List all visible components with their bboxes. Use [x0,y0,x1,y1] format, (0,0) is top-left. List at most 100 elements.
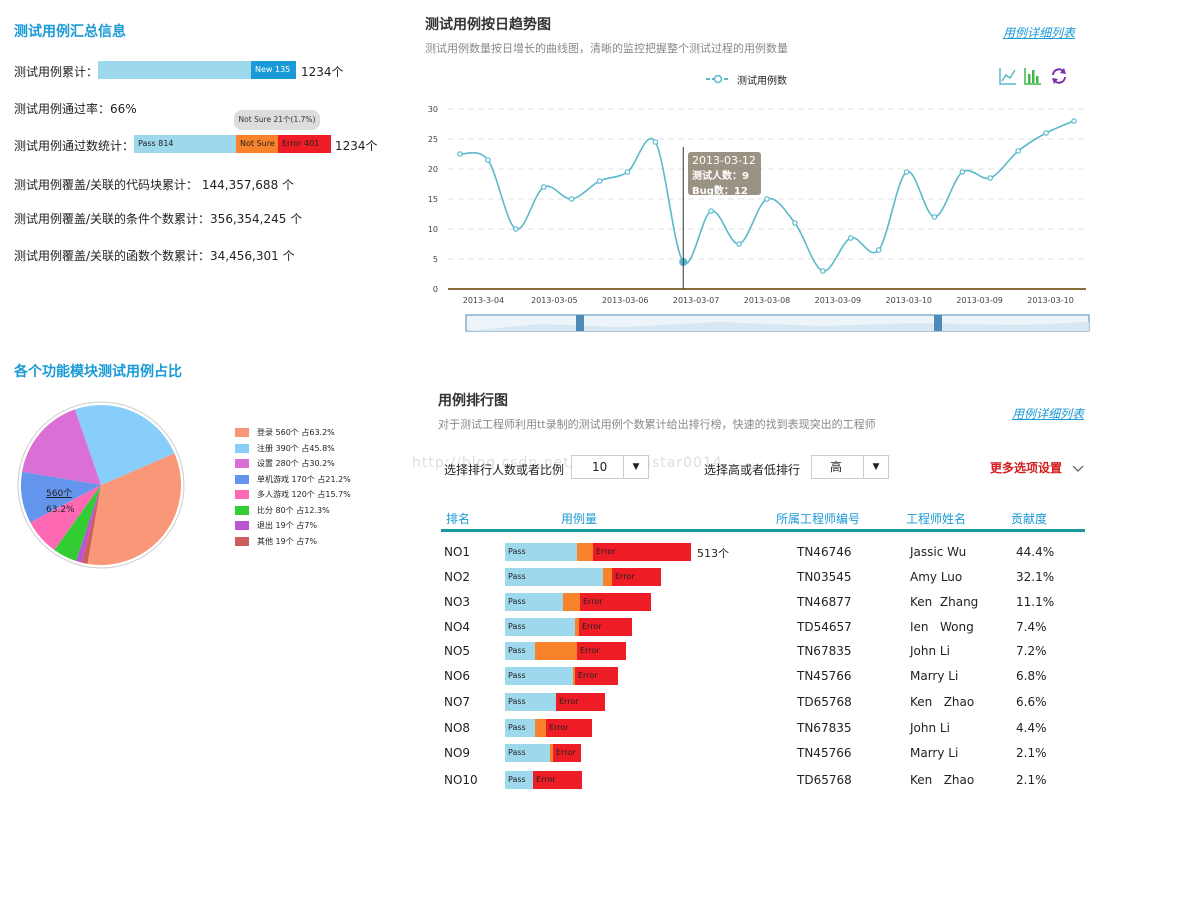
legend-swatch [235,459,249,468]
zoom-handle-left[interactable] [576,315,584,331]
case-amount-bar[interactable]: Pass Error [505,744,581,762]
x-tick-label: 2013-03-08 [744,296,791,305]
rank-cell: NO5 [444,644,471,658]
more-options[interactable]: 更多选项设置 [990,459,1084,476]
module-pie-chart[interactable] [14,400,188,570]
data-point[interactable] [1015,148,1021,154]
data-point[interactable] [624,169,631,175]
pie-slice[interactable] [22,409,102,485]
ratio-select-value: 10 [592,460,608,474]
data-point[interactable] [485,157,491,163]
legend-label: 多人游戏 120个 占15.7% [257,490,351,499]
order-select[interactable]: 高 ▼ [811,455,889,479]
data-point[interactable] [457,151,463,157]
data-point[interactable] [792,220,798,226]
case-amount-bar[interactable]: Pass Error [505,667,618,685]
x-tick-label: 2013-03-09 [956,296,1003,305]
data-point[interactable] [708,208,714,214]
contribution-cell: 2.1% [1016,773,1047,787]
pass-segment: Pass [505,568,603,586]
x-tick-label: 2013-03-07 [673,296,720,305]
data-point[interactable] [875,247,882,253]
error-segment: Error [593,543,691,561]
engineer-id-cell: TN67835 [797,721,852,735]
legend-swatch [235,505,249,515]
data-point[interactable] [847,235,854,241]
data-point[interactable] [764,196,770,202]
data-point[interactable] [1071,118,1077,124]
case-amount-bar[interactable]: Pass Error [505,693,605,711]
data-point[interactable] [987,175,994,181]
pie-slice[interactable] [21,471,101,523]
tooltip-date: 2013-03-12 [692,154,756,167]
order-label: 选择高或者低排行 [704,463,801,477]
data-point[interactable] [736,241,742,247]
pass-count-bar[interactable]: Pass 814 Not Sure Error 401 [134,135,331,153]
case-amount-bar[interactable]: Pass Error [505,642,626,660]
case-amount-bar[interactable]: Pass Error [505,593,651,611]
engineer-id-cell: TN45766 [797,669,852,683]
ratio-select[interactable]: 10 ▼ [571,455,649,479]
engineer-name-cell: Marry Li [910,669,959,683]
error-segment: Error 401 [278,135,331,153]
ranking-detail-link[interactable]: 用例详细列表 [1012,407,1085,421]
notsure-tooltip: Not Sure 21个(1.7%) [234,110,320,130]
pass-segment: Pass 814 [134,135,236,153]
pass-segment: Pass [505,642,535,660]
case-amount-bar[interactable]: Pass Error [505,543,691,561]
ranking-title: 用例排行图 [438,393,508,409]
ranking-desc: 对于测试工程师利用tt录制的测试用例个数累计给出排行榜，快速的找到表现突出的工程… [438,418,876,431]
case-amount-bar[interactable]: Pass Error [505,771,582,789]
pie-slice[interactable] [54,485,101,562]
data-point[interactable] [931,214,938,220]
pie-slice[interactable] [74,405,175,485]
pie-slice[interactable] [87,453,181,565]
notsure-segment [535,642,577,660]
pass-segment: Pass [505,719,535,737]
total-cases-bar[interactable]: New 135 [98,61,296,79]
rank-cell: NO2 [444,570,471,584]
total-cases-label: 测试用例累计： [14,65,99,79]
case-amount-bar[interactable]: Pass Error [505,568,661,586]
y-tick-label: 5 [433,255,438,264]
trend-detail-link[interactable]: 用例详细列表 [1003,26,1076,40]
error-segment: Error [579,618,632,636]
error-segment: Error [533,771,582,789]
refresh-icon[interactable] [1049,66,1069,86]
data-point[interactable] [959,169,966,175]
contribution-cell: 6.8% [1016,669,1047,683]
chevron-down-icon: ▼ [863,456,888,478]
line-chart-icon[interactable] [998,66,1018,86]
data-point[interactable] [596,178,603,184]
bar-chart-icon[interactable] [1023,66,1043,86]
notsure-segment: Not Sure [236,135,278,153]
notsure-segment [573,667,576,685]
contribution-cell: 32.1% [1016,570,1055,584]
contribution-cell: 6.6% [1016,695,1047,709]
engineer-id-cell: TN03545 [797,570,852,584]
data-point[interactable] [540,184,547,190]
data-point[interactable] [568,196,575,202]
data-point[interactable] [903,169,910,175]
pass-segment: Pass [505,744,550,762]
legend-label: 退出 19个 占7% [257,521,317,530]
engineer-name-cell: Amy Luo [910,570,963,584]
pie-slice[interactable] [30,485,101,550]
engineer-name-cell: Marry Li [910,746,959,760]
header-amount: 用例量 [561,512,598,526]
engineer-id-cell: TD65768 [797,695,852,709]
data-point[interactable] [513,226,519,232]
case-amount-bar[interactable]: Pass Error [505,719,592,737]
case-amount-bar[interactable]: Pass Error [505,618,632,636]
data-point[interactable] [820,268,826,274]
data-point[interactable] [1043,130,1049,136]
zoom-slider-preview [466,322,1089,331]
pie-slice[interactable] [81,485,101,564]
trend-chart[interactable]: 0 5 10 15 20 25 30 2013-3-04 2013-03-05 2013-03-0… [420,95,1100,340]
ratio-label: 选择排行人数或者比例 [444,463,565,477]
zoom-handle-right[interactable] [934,315,942,331]
data-point[interactable] [652,139,659,145]
pie-slice[interactable] [76,485,101,563]
contribution-cell: 7.2% [1016,644,1047,658]
notsure-segment [563,593,580,611]
